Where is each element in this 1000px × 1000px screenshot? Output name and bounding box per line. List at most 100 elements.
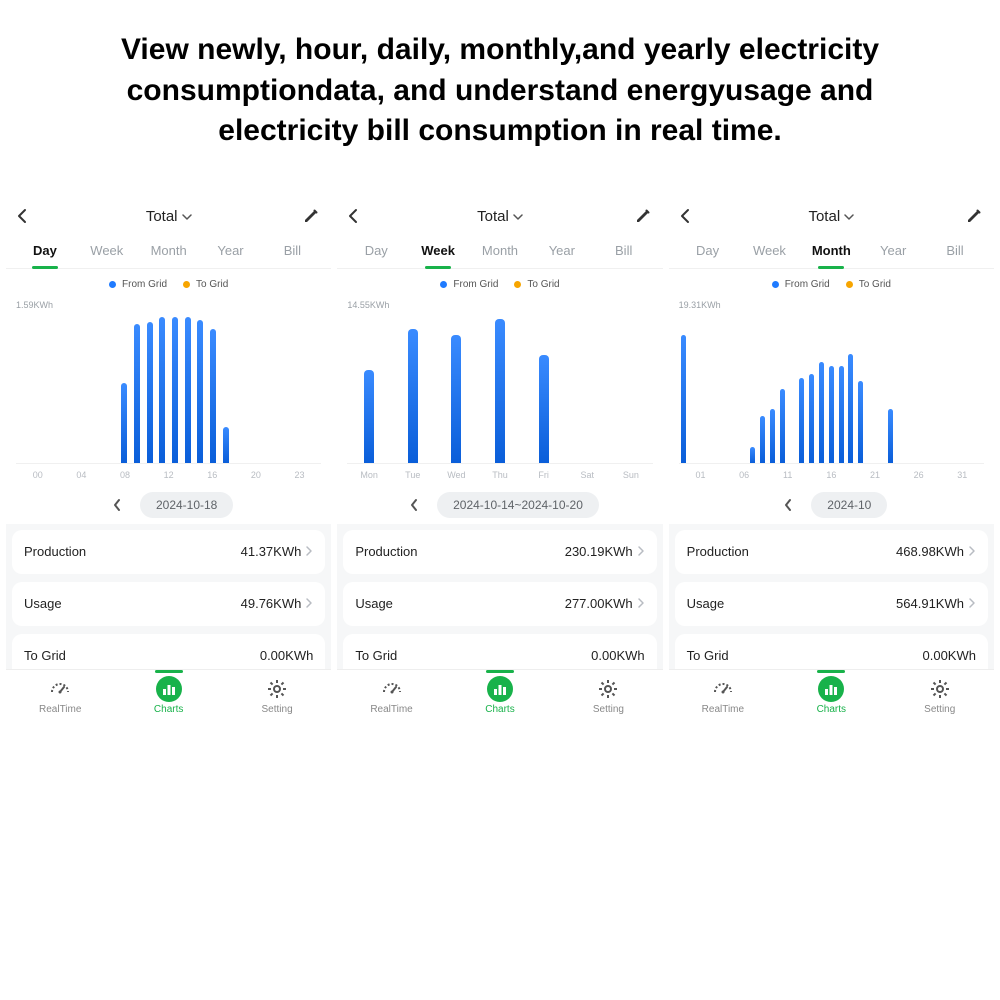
date-pill[interactable]: 2024-10 (811, 492, 887, 518)
chart-wrap: 19.31KWh01061116212631 (669, 296, 994, 480)
pager-prev-button[interactable] (775, 492, 801, 518)
date-pill[interactable]: 2024-10-14~2024-10-20 (437, 492, 599, 518)
range-dropdown[interactable]: Total (808, 208, 854, 225)
x-label: 21 (853, 470, 897, 480)
topbar: Total (669, 202, 994, 235)
stat-row-production[interactable]: Production41.37KWh (12, 530, 325, 574)
tab-year[interactable]: Year (862, 235, 924, 268)
pager-prev-button[interactable] (104, 492, 130, 518)
tab-year[interactable]: Year (531, 235, 593, 268)
back-button[interactable] (679, 208, 697, 224)
tab-month[interactable]: Month (800, 235, 862, 268)
bar-column (689, 314, 699, 463)
chevron-right-icon (968, 544, 976, 560)
nav-setting[interactable]: Setting (554, 676, 662, 715)
nav-setting[interactable]: Setting (223, 676, 331, 715)
legend-to-grid: To Grid (514, 279, 559, 290)
edit-button[interactable] (303, 208, 321, 224)
stat-value: 277.00KWh (565, 596, 645, 612)
bar-column (836, 314, 846, 463)
stat-row-production[interactable]: Production230.19KWh (343, 530, 656, 574)
stat-row-usage[interactable]: Usage49.76KWh (12, 582, 325, 626)
charts-icon (818, 676, 844, 702)
y-max-label: 1.59KWh (16, 300, 321, 310)
edit-button[interactable] (635, 208, 653, 224)
stat-row-usage[interactable]: Usage564.91KWh (675, 582, 988, 626)
bar-column (708, 314, 718, 463)
tab-month[interactable]: Month (469, 235, 531, 268)
bar-column (718, 314, 728, 463)
bar-chart (679, 314, 984, 464)
bar-column (309, 314, 322, 463)
dot-icon (514, 281, 521, 288)
nav-charts[interactable]: Charts (777, 676, 885, 715)
bar-column (974, 314, 984, 463)
x-axis-labels: 00040812162023 (16, 464, 321, 480)
tab-day[interactable]: Day (14, 235, 76, 268)
bar-column (698, 314, 708, 463)
bar-column (609, 314, 653, 463)
legend-label: To Grid (196, 279, 228, 290)
bar (770, 409, 775, 463)
x-axis-labels: 01061116212631 (679, 464, 984, 480)
bar (858, 381, 863, 462)
stat-value: 564.91KWh (896, 596, 976, 612)
bar-column (876, 314, 886, 463)
bar-column (435, 314, 479, 463)
bar-chart (347, 314, 652, 464)
nav-label: RealTime (702, 704, 744, 715)
nav-charts[interactable]: Charts (446, 676, 554, 715)
range-dropdown[interactable]: Total (146, 208, 192, 225)
x-label: Mon (347, 470, 391, 480)
range-dropdown[interactable]: Total (477, 208, 523, 225)
bar (185, 317, 191, 462)
legend-label: To Grid (859, 279, 891, 290)
x-label: 31 (940, 470, 984, 480)
chevron-right-icon (968, 596, 976, 612)
stat-row-to-grid: To Grid0.00KWh (343, 634, 656, 669)
bar-column (143, 314, 156, 463)
tab-day[interactable]: Day (677, 235, 739, 268)
nav-label: Charts (154, 704, 183, 715)
bar-column (391, 314, 435, 463)
date-pill[interactable]: 2024-10-18 (140, 492, 233, 518)
pager-prev-button[interactable] (401, 492, 427, 518)
nav-charts[interactable]: Charts (114, 676, 222, 715)
bar-column (935, 314, 945, 463)
tab-bill[interactable]: Bill (261, 235, 323, 268)
tab-day[interactable]: Day (345, 235, 407, 268)
tab-month[interactable]: Month (138, 235, 200, 268)
bar-column (207, 314, 220, 463)
tab-week[interactable]: Week (76, 235, 138, 268)
y-max-label: 14.55KWh (347, 300, 652, 310)
tab-bill[interactable]: Bill (924, 235, 986, 268)
stat-value: 230.19KWh (565, 544, 645, 560)
stats-list: Production41.37KWhUsage49.76KWhTo Grid0.… (6, 524, 331, 669)
bar-column (777, 314, 787, 463)
nav-setting[interactable]: Setting (886, 676, 994, 715)
nav-realtime[interactable]: RealTime (669, 676, 777, 715)
tab-week[interactable]: Week (407, 235, 469, 268)
topbar: Total (6, 202, 331, 235)
gear-icon (595, 676, 621, 702)
tab-year[interactable]: Year (200, 235, 262, 268)
stat-row-usage[interactable]: Usage277.00KWh (343, 582, 656, 626)
bar-column (728, 314, 738, 463)
chart-wrap: 14.55KWhMonTueWedThuFriSatSun (337, 296, 662, 480)
panel-week: TotalDayWeekMonthYearBillFrom GridTo Gri… (337, 202, 662, 719)
nav-realtime[interactable]: RealTime (337, 676, 445, 715)
period-tabs: DayWeekMonthYearBill (6, 235, 331, 269)
x-label: 16 (810, 470, 854, 480)
stat-row-production[interactable]: Production468.98KWh (675, 530, 988, 574)
charts-icon (156, 676, 182, 702)
tab-week[interactable]: Week (739, 235, 801, 268)
nav-realtime[interactable]: RealTime (6, 676, 114, 715)
dot-icon (109, 281, 116, 288)
tab-bill[interactable]: Bill (593, 235, 655, 268)
dot-icon (846, 281, 853, 288)
back-button[interactable] (16, 208, 34, 224)
edit-button[interactable] (966, 208, 984, 224)
bar-column (925, 314, 935, 463)
back-button[interactable] (347, 208, 365, 224)
bar-column (565, 314, 609, 463)
